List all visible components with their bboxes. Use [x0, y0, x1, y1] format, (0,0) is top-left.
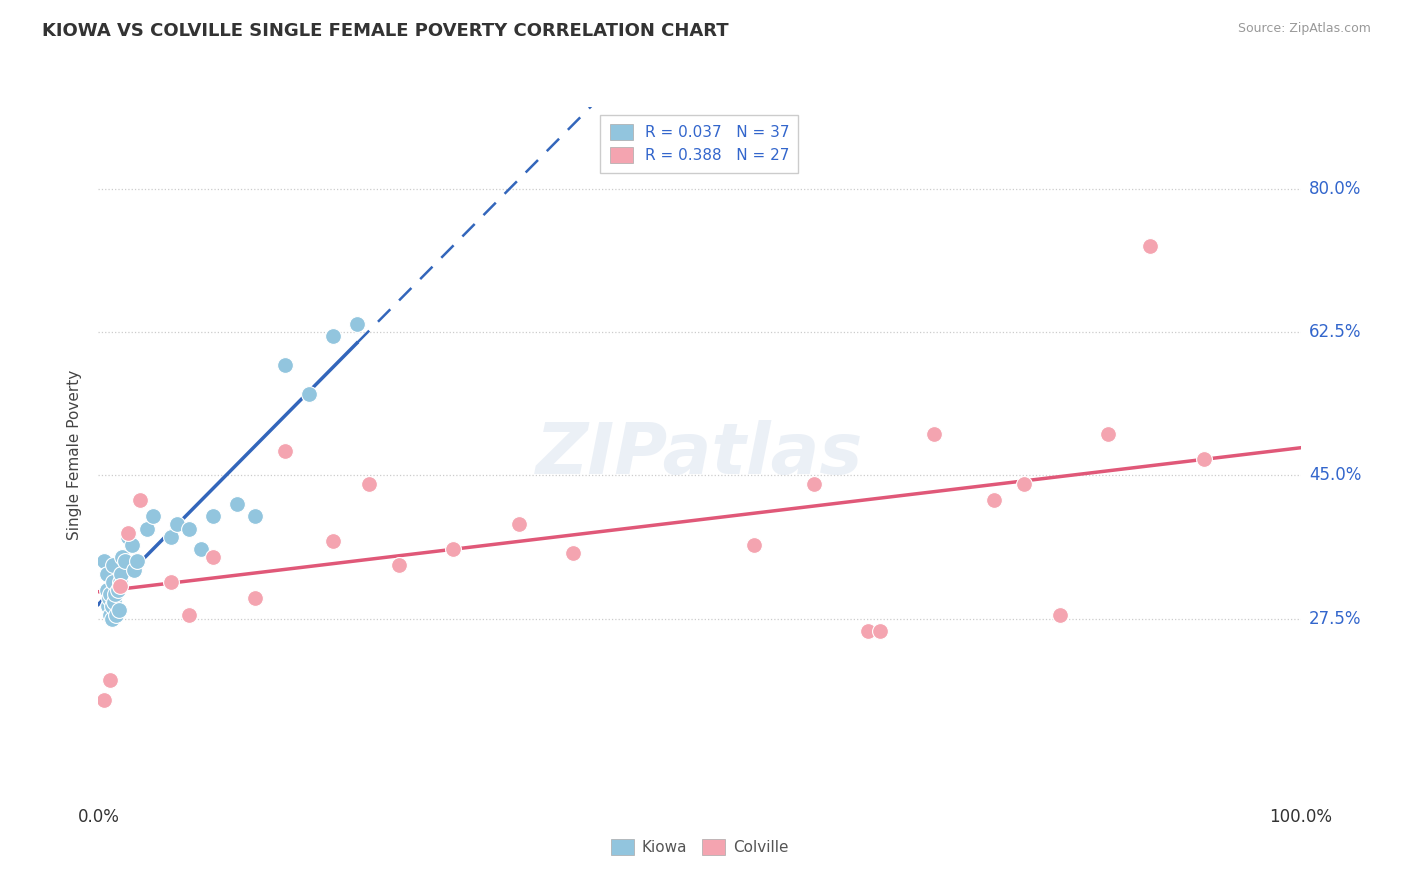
- Point: [107, 582, 129, 597]
- Point: [117, 530, 139, 544]
- Point: [357, 476, 380, 491]
- Point: [225, 497, 247, 511]
- Point: [922, 427, 945, 442]
- Point: [101, 558, 124, 573]
- Point: [298, 386, 321, 401]
- Point: [742, 538, 765, 552]
- Text: ZIPatlas: ZIPatlas: [536, 420, 863, 490]
- Point: [96, 566, 118, 581]
- Point: [388, 558, 411, 573]
- Point: [274, 443, 297, 458]
- Point: [1194, 452, 1216, 467]
- Text: 80.0%: 80.0%: [1309, 180, 1361, 198]
- Text: 62.5%: 62.5%: [1309, 323, 1361, 341]
- Point: [201, 509, 224, 524]
- Point: [803, 476, 825, 491]
- Point: [243, 509, 266, 524]
- Point: [104, 587, 127, 601]
- Point: [322, 533, 344, 548]
- Point: [869, 624, 891, 638]
- Point: [1012, 476, 1035, 491]
- Point: [141, 509, 163, 524]
- Point: [201, 550, 224, 565]
- Point: [190, 542, 212, 557]
- Text: Source: ZipAtlas.com: Source: ZipAtlas.com: [1237, 22, 1371, 36]
- Point: [93, 554, 115, 568]
- Point: [111, 550, 134, 565]
- Point: [125, 554, 148, 568]
- Point: [110, 566, 132, 581]
- Point: [117, 525, 139, 540]
- Point: [177, 522, 200, 536]
- Point: [100, 607, 122, 622]
- Point: [274, 358, 297, 372]
- Point: [100, 673, 122, 687]
- Text: 45.0%: 45.0%: [1309, 467, 1361, 484]
- Point: [114, 554, 136, 568]
- Point: [96, 582, 118, 597]
- Point: [243, 591, 266, 606]
- Point: [508, 517, 530, 532]
- Point: [100, 587, 122, 601]
- Point: [108, 579, 131, 593]
- Point: [108, 574, 131, 589]
- Point: [105, 607, 128, 622]
- Point: [124, 562, 146, 576]
- Point: [1097, 427, 1119, 442]
- Point: [101, 574, 124, 589]
- Point: [159, 530, 181, 544]
- Point: [100, 612, 122, 626]
- Point: [441, 542, 464, 557]
- Point: [562, 546, 585, 560]
- Point: [100, 599, 122, 614]
- Point: [1139, 239, 1161, 253]
- Point: [166, 517, 188, 532]
- Point: [135, 522, 157, 536]
- Point: [108, 603, 131, 617]
- Point: [159, 574, 181, 589]
- Y-axis label: Single Female Poverty: Single Female Poverty: [67, 370, 83, 540]
- Point: [983, 492, 1005, 507]
- Point: [177, 607, 200, 622]
- Point: [103, 595, 125, 609]
- Point: [856, 624, 879, 638]
- Text: 27.5%: 27.5%: [1309, 609, 1361, 628]
- Point: [129, 492, 152, 507]
- Legend: Kiowa, Colville: Kiowa, Colville: [605, 833, 794, 862]
- Point: [93, 693, 115, 707]
- Point: [322, 329, 344, 343]
- Point: [97, 599, 120, 614]
- Point: [121, 538, 143, 552]
- Point: [346, 317, 368, 331]
- Text: KIOWA VS COLVILLE SINGLE FEMALE POVERTY CORRELATION CHART: KIOWA VS COLVILLE SINGLE FEMALE POVERTY …: [42, 22, 728, 40]
- Point: [98, 591, 121, 606]
- Point: [1049, 607, 1071, 622]
